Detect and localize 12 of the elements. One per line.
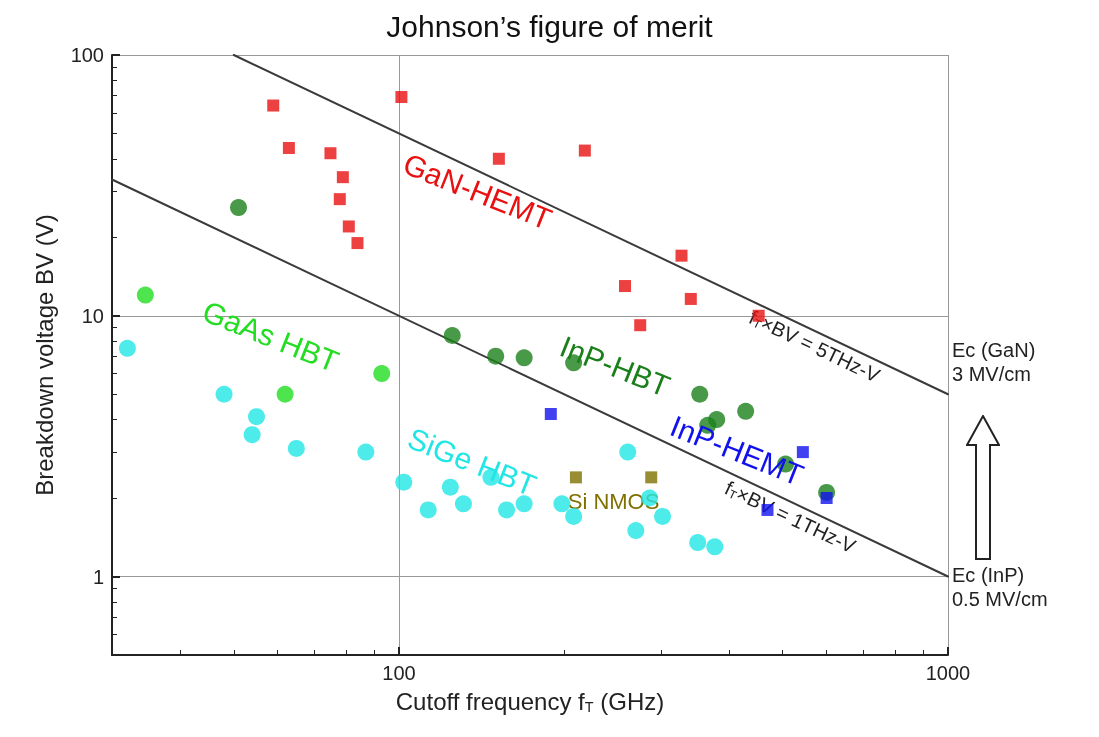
text: Ec (InP) 0.5 MV/cm <box>952 564 1048 610</box>
y-tick-label: 100 <box>70 44 104 66</box>
chart-title: Johnson’s figure of merit <box>386 9 714 43</box>
x-tick-label: 1000 <box>925 662 971 684</box>
y-tick-label: 10 <box>81 304 104 327</box>
text: Ec (GaN) 3 MV/cm <box>952 339 1036 385</box>
x-axis-title: Cutoff frequency fT (GHz) <box>395 687 665 715</box>
text: GaAs HBT <box>198 294 344 379</box>
text: SiGe HBT <box>403 421 541 503</box>
series-label: Si NMOS <box>567 488 660 514</box>
y-axis-title: Breakdown voltage BV (V) <box>30 214 58 496</box>
y-tick-label: 1 <box>92 565 104 588</box>
